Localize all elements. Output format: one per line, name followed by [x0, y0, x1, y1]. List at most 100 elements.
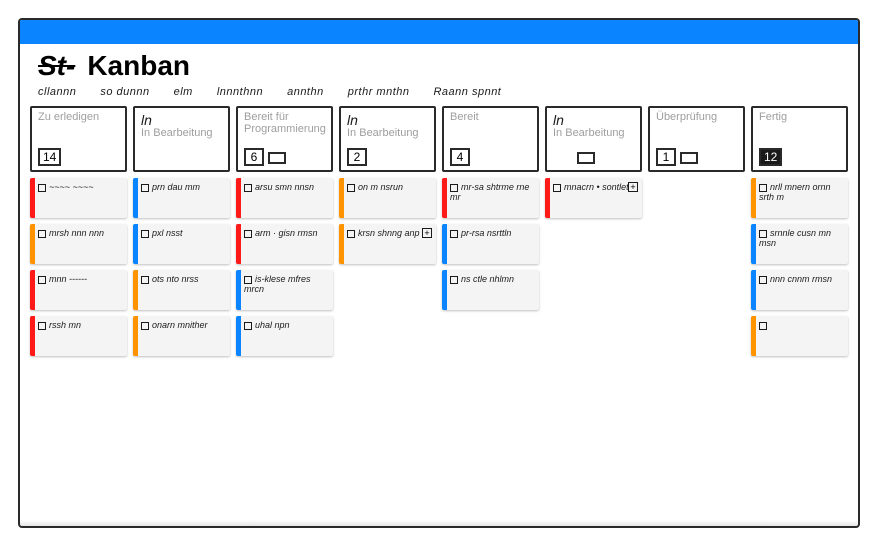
checkbox-icon[interactable]	[553, 184, 561, 192]
nav-item-0[interactable]: cllannn	[38, 86, 76, 98]
kanban-card[interactable]: rssh mn	[30, 316, 127, 356]
checkbox-icon[interactable]	[38, 276, 46, 284]
card-text: is-klese mfres mrcn	[244, 274, 311, 294]
column-header[interactable]: lnIn Bearbeitung	[133, 106, 230, 172]
checkbox-icon[interactable]	[759, 230, 767, 238]
kanban-card[interactable]: ots nto nrss	[133, 270, 230, 310]
card-stripe	[751, 316, 756, 356]
kanban-card[interactable]: mrsh nnn nnn	[30, 224, 127, 264]
column-header[interactable]: Zu erledigen14	[30, 106, 127, 172]
checkbox-icon[interactable]	[141, 322, 149, 330]
kanban-card[interactable]: onarn mnither	[133, 316, 230, 356]
plus-icon[interactable]: +	[422, 228, 432, 238]
checkbox-icon[interactable]	[244, 184, 252, 192]
card-stripe	[30, 224, 35, 264]
kanban-card[interactable]: pxl nsst	[133, 224, 230, 264]
kanban-card[interactable]: nrll mnern ornn srth m	[751, 178, 848, 218]
card-list: arsu smn nnsn arm · gisn rmsn is-klese mfr…	[236, 178, 333, 356]
column-label: In Bearbeitung	[347, 128, 430, 140]
kanban-card[interactable]: arm · gisn rmsn	[236, 224, 333, 264]
column-label: Bereit für Programmierung	[244, 112, 327, 135]
column-mini-icon	[577, 152, 595, 164]
checkbox-icon[interactable]	[759, 322, 767, 330]
app-frame: St- Kanban cllannnso dunnnelmlnnnthnnann…	[18, 18, 860, 528]
column-col5[interactable]: lnIn Bearbeitung mnacrn • sontlet+	[545, 106, 642, 506]
kanban-card[interactable]: srnnle cusn mn msn	[751, 224, 848, 264]
kanban-card[interactable]: mr-sa shtrme rne mr	[442, 178, 539, 218]
logo-scribble: St-	[38, 50, 75, 82]
card-stripe	[133, 224, 138, 264]
kanban-board[interactable]: Zu erledigen14 ~~~~ ~~~~ mrsh nnn nnn mnn -…	[20, 106, 858, 506]
card-text: ~~~~ ~~~~	[49, 182, 94, 192]
kanban-card[interactable]	[751, 316, 848, 356]
card-text: krsn shnng anp	[358, 228, 420, 238]
checkbox-icon[interactable]	[244, 230, 252, 238]
checkbox-icon[interactable]	[38, 322, 46, 330]
card-text: nnn cnnm rmsn	[770, 274, 832, 284]
kanban-card[interactable]: arsu smn nnsn	[236, 178, 333, 218]
card-list: on m nsrun krsn shnng anp+	[339, 178, 436, 264]
column-col7[interactable]: Fertig12 nrll mnern ornn srth m srnnle cus…	[751, 106, 848, 506]
card-stripe	[133, 270, 138, 310]
checkbox-icon[interactable]	[244, 276, 252, 284]
checkbox-icon[interactable]	[38, 184, 46, 192]
checkbox-icon[interactable]	[141, 184, 149, 192]
card-stripe	[236, 316, 241, 356]
wip-limit: 1	[656, 148, 676, 166]
plus-icon[interactable]: +	[628, 182, 638, 192]
nav-item-6[interactable]: Raann spnnt	[433, 86, 501, 98]
column-header[interactable]: Bereit4	[442, 106, 539, 172]
nav-scribbles: cllannn so dunnn elm lnnnthnn annthn prthr mn…	[20, 82, 858, 106]
kanban-card[interactable]: pr-rsa nsrttln	[442, 224, 539, 264]
kanban-card[interactable]: prn dau mm	[133, 178, 230, 218]
checkbox-icon[interactable]	[759, 184, 767, 192]
checkbox-icon[interactable]	[347, 184, 355, 192]
column-header[interactable]: Fertig12	[751, 106, 848, 172]
card-text: on m nsrun	[358, 182, 403, 192]
kanban-card[interactable]: uhal npn	[236, 316, 333, 356]
card-stripe	[442, 224, 447, 264]
card-text: ns ctle nhlmn	[461, 274, 514, 284]
card-stripe	[339, 178, 344, 218]
card-text: pxl nsst	[152, 228, 183, 238]
checkbox-icon[interactable]	[759, 276, 767, 284]
top-accent-bar	[20, 20, 858, 44]
kanban-card[interactable]: mnn ------	[30, 270, 127, 310]
card-list: mr-sa shtrme rne mr pr-rsa nsrttln ns ctle…	[442, 178, 539, 310]
kanban-card[interactable]: mnacrn • sontlet+	[545, 178, 642, 218]
kanban-card[interactable]: is-klese mfres mrcn	[236, 270, 333, 310]
checkbox-icon[interactable]	[450, 230, 458, 238]
column-col6[interactable]: Überprüfung1	[648, 106, 745, 506]
column-col0[interactable]: Zu erledigen14 ~~~~ ~~~~ mrsh nnn nnn mnn -…	[30, 106, 127, 506]
checkbox-icon[interactable]	[347, 230, 355, 238]
column-col2[interactable]: Bereit für Programmierung6arsu smn nnsna…	[236, 106, 333, 506]
column-mini-icon	[680, 152, 698, 164]
column-header[interactable]: Überprüfung1	[648, 106, 745, 172]
checkbox-icon[interactable]	[244, 322, 252, 330]
wip-limit: 12	[759, 148, 782, 166]
nav-item-2[interactable]: elm	[174, 86, 193, 98]
checkbox-icon[interactable]	[450, 276, 458, 284]
kanban-card[interactable]: ~~~~ ~~~~	[30, 178, 127, 218]
column-col3[interactable]: lnIn Bearbeitung2 on m nsrun krsn shnng an…	[339, 106, 436, 506]
checkbox-icon[interactable]	[38, 230, 46, 238]
kanban-card[interactable]: ns ctle nhlmn	[442, 270, 539, 310]
checkbox-icon[interactable]	[141, 230, 149, 238]
wip-limit: 4	[450, 148, 470, 166]
checkbox-icon[interactable]	[141, 276, 149, 284]
card-stripe	[236, 224, 241, 264]
kanban-card[interactable]: nnn cnnm rmsn	[751, 270, 848, 310]
nav-item-1[interactable]: so dunnn	[100, 86, 149, 98]
card-stripe	[339, 224, 344, 264]
kanban-card[interactable]: krsn shnng anp+	[339, 224, 436, 264]
column-col1[interactable]: lnIn Bearbeitung prn dau mm pxl nsst ots nt…	[133, 106, 230, 506]
kanban-card[interactable]: on m nsrun	[339, 178, 436, 218]
checkbox-icon[interactable]	[450, 184, 458, 192]
column-col4[interactable]: Bereit4 mr-sa shtrme rne mr pr-rsa nsrttln…	[442, 106, 539, 506]
nav-item-3[interactable]: lnnnthnn	[217, 86, 263, 98]
nav-item-4[interactable]: annthn	[287, 86, 324, 98]
column-header[interactable]: Bereit für Programmierung6	[236, 106, 333, 172]
column-header[interactable]: lnIn Bearbeitung2	[339, 106, 436, 172]
column-header[interactable]: lnIn Bearbeitung	[545, 106, 642, 172]
nav-item-5[interactable]: prthr mnthn	[348, 86, 410, 98]
